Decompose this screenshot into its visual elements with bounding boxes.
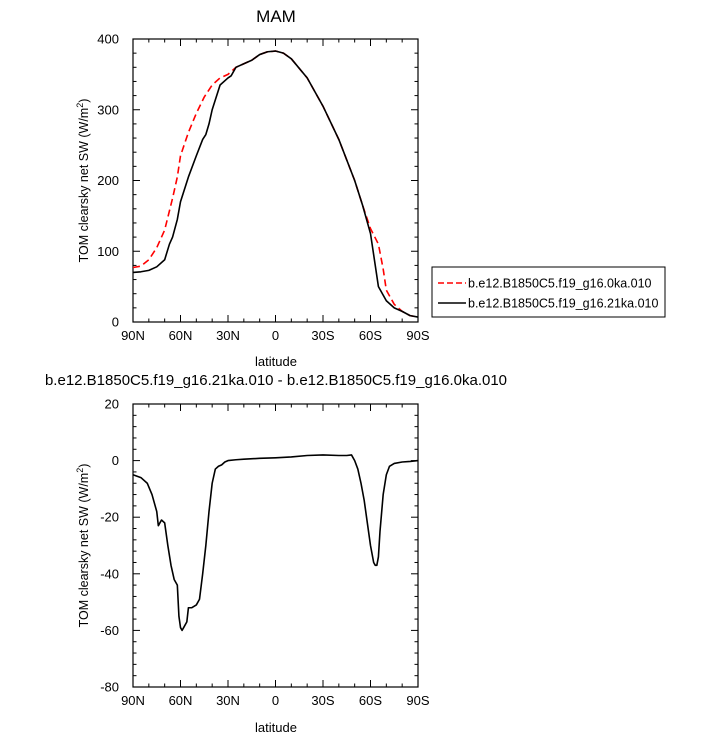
top-x-axis-label: latitude (255, 354, 297, 369)
top-x-tick-label: 30S (311, 328, 334, 343)
bottom-plot-area: 90N 60N 30N 0 30S 60S 90S -80 -60 -40 -20 0 20 TOM cl… (75, 397, 430, 709)
bottom-plot-frame (132, 403, 419, 688)
bottom-series-line-0 (132, 454, 419, 632)
bottom-y-tick-label: 0 (112, 453, 119, 468)
top-x-tick-label: 60N (169, 328, 193, 343)
bottom-y-tick-label: -20 (100, 510, 119, 525)
bottom-x-tick-label: 90N (121, 693, 145, 708)
legend-box (431, 266, 666, 318)
top-series-line-0 (132, 50, 419, 318)
bottom-chart-title: b.e12.B1850C5.f19_g16.21ka.010 - b.e12.B… (45, 372, 507, 389)
top-y-tick-label: 300 (97, 102, 119, 117)
bottom-y-axis-label: TOM clearsky net SW (W/m2) (75, 464, 91, 628)
legend-label-1: b.e12.B1850C5.f19_g16.21ka.010 (468, 297, 658, 311)
top-panel: MAM 90N 60N 30N 0 30S 60S 90S 0 100 200 300 400 TOM … (75, 7, 666, 369)
top-plot-area: 90N 60N 30N 0 30S 60S 90S 0 100 200 300 400 TOM clea… (75, 32, 430, 344)
top-x-tick-label: 90N (121, 328, 145, 343)
top-chart-title: MAM (256, 7, 296, 26)
bottom-x-tick-label: 60N (169, 693, 193, 708)
top-y-tick-label: 100 (97, 244, 119, 259)
top-x-tick-label: 30N (216, 328, 240, 343)
bottom-y-tick-label: -40 (100, 566, 119, 581)
bottom-x-tick-label: 30N (216, 693, 240, 708)
bottom-y-tick-label: 20 (105, 397, 119, 412)
bottom-x-tick-label: 90S (406, 693, 429, 708)
bottom-panel: b.e12.B1850C5.f19_g16.21ka.010 - b.e12.B… (45, 372, 507, 735)
top-x-tick-label: 90S (406, 328, 429, 343)
top-y-tick-label: 0 (112, 315, 119, 330)
bottom-x-tick-label: 60S (359, 693, 382, 708)
top-x-tick-label: 0 (272, 328, 279, 343)
top-y-axis-label: TOM clearsky net SW (W/m2) (75, 99, 91, 263)
top-y-tick-label: 400 (97, 32, 119, 47)
bottom-y-tick-label: -60 (100, 623, 119, 638)
top-x-tick-label: 60S (359, 328, 382, 343)
legend: b.e12.B1850C5.f19_g16.0ka.010 b.e12.B1850… (431, 266, 666, 318)
top-y-tick-label: 200 (97, 173, 119, 188)
bottom-y-tick-label: -80 (100, 680, 119, 695)
legend-label-0: b.e12.B1850C5.f19_g16.0ka.010 (468, 277, 652, 291)
bottom-x-tick-label: 0 (272, 693, 279, 708)
top-series-line-1 (132, 50, 419, 318)
bottom-x-axis-label: latitude (255, 720, 297, 735)
bottom-x-tick-label: 30S (311, 693, 334, 708)
